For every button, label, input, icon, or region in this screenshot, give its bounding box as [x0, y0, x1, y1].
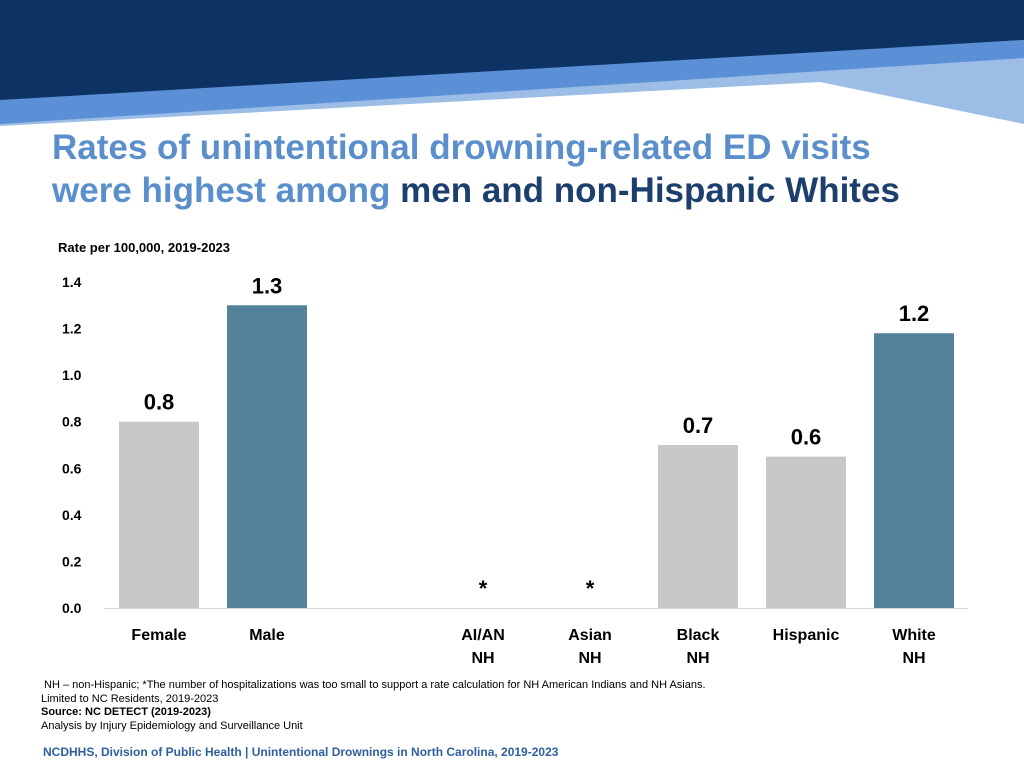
footnote-abbreviations: NH – non-Hispanic; *The number of hospit…	[44, 679, 706, 691]
bar	[874, 333, 954, 608]
y-tick-label: 0.6	[62, 460, 82, 476]
bar-chart: 0.0 0.2 0.4 0.6 0.8 1.0 1.2 1.4 0.8 Female 1.3 Male…	[62, 273, 968, 667]
bar	[227, 305, 307, 608]
title-line-1: Rates of unintentional drowning-related …	[52, 128, 871, 167]
bar	[766, 456, 846, 608]
footnote-scope: Limited to NC Residents, 2019-2023	[41, 692, 219, 705]
x-tick-label: AI/AN	[461, 627, 505, 644]
x-tick-label: NH	[686, 650, 709, 667]
x-tick-label: NH	[471, 650, 494, 667]
footnotes: NH – non-Hispanic; *The number of hospit…	[41, 679, 1001, 733]
y-tick-label: 0.4	[62, 507, 82, 523]
footnote-analysis: Analysis by Injury Epidemiology and Surv…	[41, 719, 303, 732]
footer-text: NCDHHS, Division of Public Health | Unin…	[43, 745, 559, 759]
y-tick-label: 0.2	[62, 553, 82, 569]
x-tick-label: NH	[578, 650, 601, 667]
title-line-2-emphasis: men and non-Hispanic Whites	[400, 171, 900, 210]
y-tick-label: 0.0	[62, 600, 82, 616]
y-tick-label: 1.4	[62, 274, 82, 290]
x-tick-label: Female	[131, 627, 186, 644]
header-navy-band	[0, 0, 1024, 100]
x-tick-label: Black	[677, 627, 720, 644]
data-label: 0.6	[791, 425, 822, 450]
bar	[119, 421, 199, 608]
y-axis-label: Rate per 100,000, 2019-2023	[58, 240, 231, 255]
data-label: *	[586, 576, 595, 601]
data-label: 1.3	[252, 273, 283, 298]
y-tick-label: 0.8	[62, 414, 82, 430]
data-label: 0.7	[683, 413, 714, 438]
title-line-2-lead: were highest among	[52, 171, 401, 210]
x-tick-label: Male	[249, 627, 285, 644]
x-tick-label: Hispanic	[773, 627, 840, 644]
header-banner	[0, 0, 1024, 126]
x-tick-label: White	[892, 627, 936, 644]
page-title: Rates of unintentional drowning-related …	[52, 126, 1012, 212]
data-label: *	[479, 576, 488, 601]
y-tick-label: 1.0	[62, 367, 82, 383]
x-tick-label: NH	[902, 650, 925, 667]
header-blue-stripe	[0, 40, 1024, 124]
data-label: 0.8	[144, 390, 175, 415]
footnote-source: Source: NC DETECT (2019-2023)	[41, 706, 211, 718]
data-label: 1.2	[899, 301, 930, 326]
bar	[658, 445, 738, 608]
x-tick-label: Asian	[568, 627, 612, 644]
y-tick-label: 1.2	[62, 321, 82, 337]
